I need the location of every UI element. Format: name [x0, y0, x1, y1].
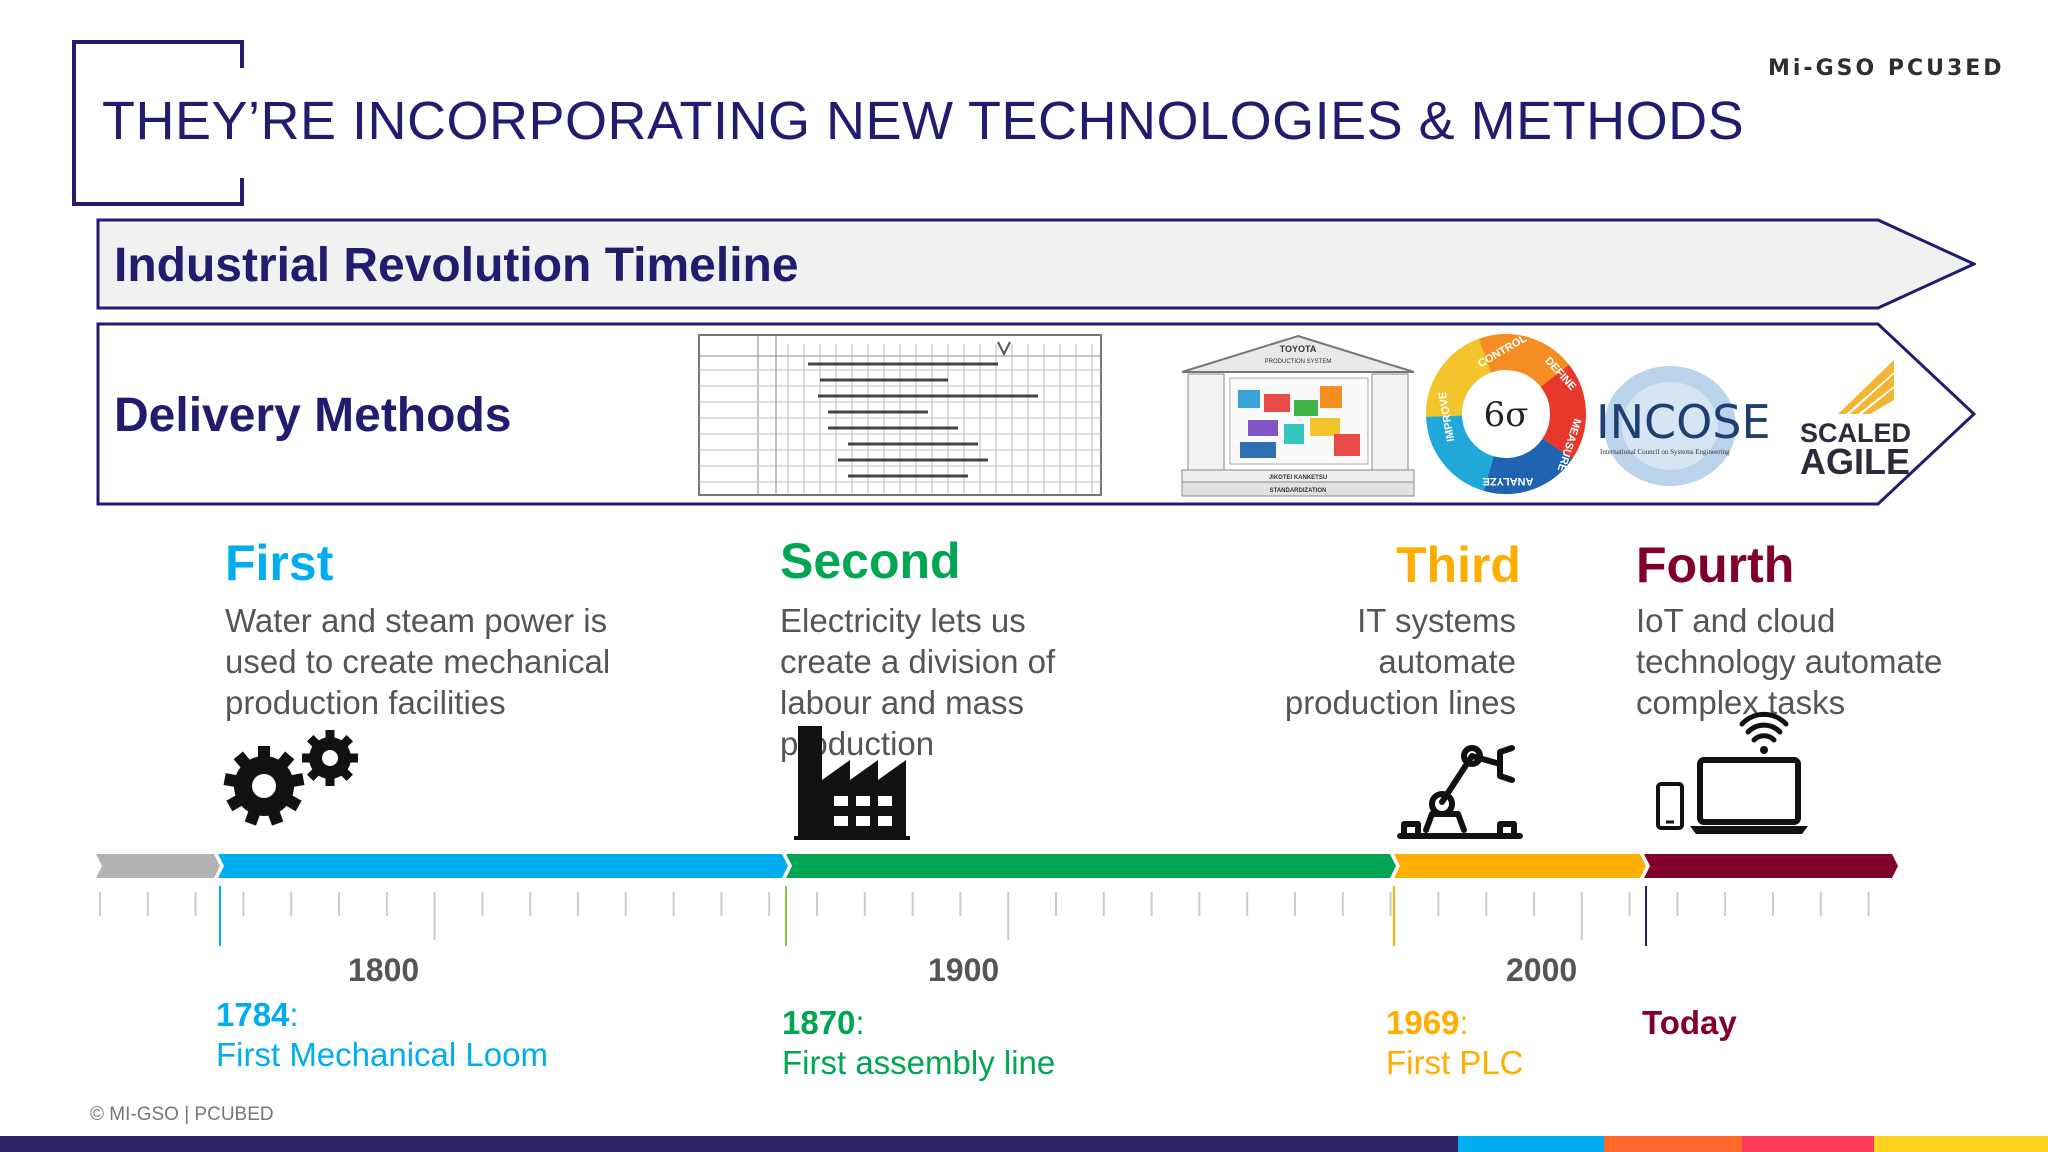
event-assembly-name: First assembly line	[782, 1044, 1056, 1081]
footer-bar-segment	[1458, 1136, 1604, 1152]
scaled-agile-line1: SCALED	[1800, 418, 1911, 448]
footer-bar-segment	[1874, 1136, 2048, 1152]
era-second-desc-line: create a division of	[780, 643, 1056, 680]
toyota-production-system-image: TOYOTA PRODUCTION SYSTEM JIKOTEI KANKETS…	[1181, 334, 1415, 497]
six-sigma-symbol: 6σ	[1484, 395, 1529, 435]
era-fourth-title: Fourth	[1636, 537, 1795, 593]
incose-subtitle: International Council on Systems Enginee…	[1600, 448, 1730, 456]
gears-icon	[223, 730, 358, 826]
slide-title: THEY’RE INCORPORATING NEW TECHNOLOGIES &…	[102, 91, 1745, 151]
footer-bar-segment	[1742, 1136, 1874, 1152]
era-first-desc-line: production facilities	[225, 684, 506, 721]
event-plc-year: 1969	[1386, 1004, 1460, 1041]
event-loom-colon: :	[289, 996, 299, 1033]
event-plc-colon: :	[1459, 1004, 1469, 1041]
timeline-segment-fourth	[1644, 854, 1898, 878]
copyright-notice: © MI-GSO | PCUBED	[90, 1104, 274, 1125]
toyota-base-line2: STANDARDIZATION	[1270, 488, 1327, 494]
event-plc: 1969: First PLC	[1386, 1004, 1524, 1082]
event-plc-name: First PLC	[1386, 1044, 1524, 1081]
event-assembly-year: 1870	[782, 1004, 856, 1041]
title-bracket	[72, 40, 244, 206]
era-third-desc-line: automate	[1378, 643, 1516, 680]
era-second-title: Second	[780, 533, 961, 589]
era-third-description: IT systems automate production lines	[1200, 600, 1516, 723]
era-first-desc-line: Water and steam power is	[225, 602, 608, 639]
scaled-agile-line2: AGILE	[1800, 441, 1910, 482]
footer-bar-segment	[1604, 1136, 1742, 1152]
axis-year-1900: 1900	[928, 952, 1000, 988]
toyota-title: TOYOTA	[1280, 344, 1317, 354]
era-third-desc-line: production lines	[1284, 684, 1516, 721]
six-sigma-wheel-image: 6σ CONTROL DEFINE MEASURE ANALYZE IMPROV…	[1426, 332, 1586, 494]
era-second-desc-line: Electricity lets us	[780, 602, 1026, 639]
timeline-axis	[96, 854, 1898, 946]
scaled-agile-logo: SCALED AGILE	[1800, 360, 1911, 482]
timeline-row-arrow	[96, 218, 1976, 310]
event-assembly: 1870: First assembly line	[782, 1004, 1055, 1082]
era-second-desc-line: labour and mass	[780, 684, 1024, 721]
event-loom-name: First Mechanical Loom	[216, 1036, 548, 1073]
era-fourth-desc-line: technology automate	[1636, 643, 1943, 680]
six-sigma-analyze-label: ANALYZE	[1483, 475, 1534, 487]
factory-icon	[794, 726, 910, 840]
event-loom-year: 1784	[216, 996, 290, 1033]
era-first-title: First	[225, 535, 334, 591]
gantt-chart-image	[698, 334, 1102, 496]
timeline-segment-prehistory	[96, 854, 220, 878]
incose-logo: INCOSE International Council on Systems …	[1596, 366, 1771, 486]
axis-year-1800: 1800	[348, 952, 420, 988]
timeline-row-label: Industrial Revolution Timeline	[114, 239, 799, 292]
era-third-title: Third	[1396, 537, 1521, 593]
era-first-desc-line: used to create mechanical	[225, 643, 611, 680]
event-today-year: Today	[1642, 1004, 1737, 1041]
laptop-wifi-icon	[1656, 711, 1808, 834]
gear-tooth	[325, 775, 335, 786]
era-first-description: Water and steam power is used to create …	[225, 600, 610, 723]
event-assembly-colon: :	[855, 1004, 865, 1041]
timeline-segment-first	[218, 854, 788, 878]
era-fourth-desc-line: IoT and cloud	[1636, 602, 1836, 639]
methods-row-label: Delivery Methods	[114, 389, 512, 442]
footer-color-bar	[0, 1136, 2048, 1152]
era-third-desc-line: IT systems	[1357, 602, 1516, 639]
era-fourth-desc-line: complex tasks	[1636, 684, 1846, 721]
incose-name: INCOSE	[1596, 395, 1771, 449]
robot-arm-icon	[1397, 745, 1523, 839]
company-logo: Mi-GSO PCU3ED	[1768, 56, 2005, 81]
axis-year-2000: 2000	[1506, 952, 1578, 988]
footer-bar-segment	[0, 1136, 1458, 1152]
toyota-subtitle: PRODUCTION SYSTEM	[1265, 359, 1332, 365]
event-loom: 1784: First Mechanical Loom	[216, 996, 548, 1074]
event-today: Today	[1642, 1004, 1737, 1042]
gear-tooth	[325, 730, 335, 741]
toyota-base-line1: JIKOTEI KANKETSU	[1269, 475, 1327, 481]
timeline-segment-second	[786, 854, 1396, 878]
timeline-segment-third	[1394, 854, 1646, 878]
era-fourth-description: IoT and cloud technology automate comple…	[1636, 600, 1942, 723]
